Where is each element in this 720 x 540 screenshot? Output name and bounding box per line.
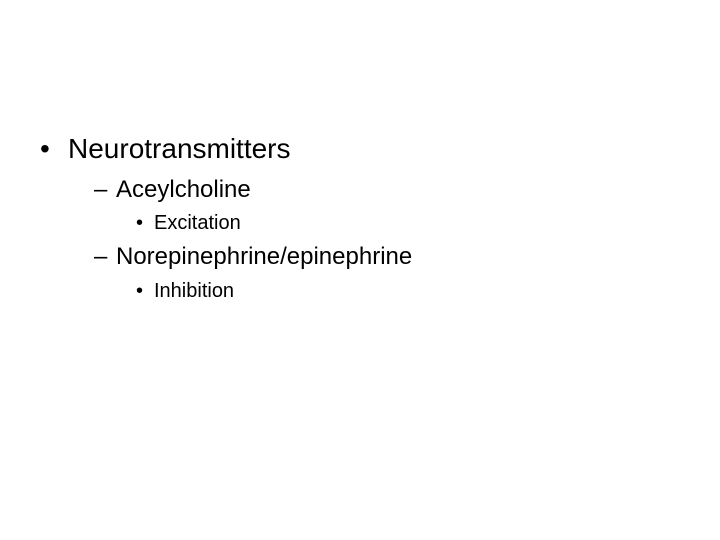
bullet-icon: •: [40, 130, 68, 168]
bullet-level3: •Inhibition: [136, 278, 680, 305]
level2-text: Norepinephrine/epinephrine: [116, 243, 412, 270]
bullet-level2: –Norepinephrine/epinephrine: [94, 241, 680, 273]
bullet-icon: •: [136, 278, 154, 305]
bullet-level3: •Excitation: [136, 210, 680, 237]
bullet-level1: •Neurotransmitters: [40, 130, 680, 168]
level3-text: Excitation: [154, 212, 241, 234]
bullet-icon: •: [136, 210, 154, 237]
level2-text: Aceylcholine: [116, 176, 251, 203]
level3-text: Inhibition: [154, 280, 234, 302]
bullet-level2: –Aceylcholine: [94, 174, 680, 206]
dash-icon: –: [94, 174, 116, 206]
slide: •Neurotransmitters –Aceylcholine •Excita…: [0, 0, 720, 540]
level1-text: Neurotransmitters: [68, 133, 291, 164]
dash-icon: –: [94, 241, 116, 273]
